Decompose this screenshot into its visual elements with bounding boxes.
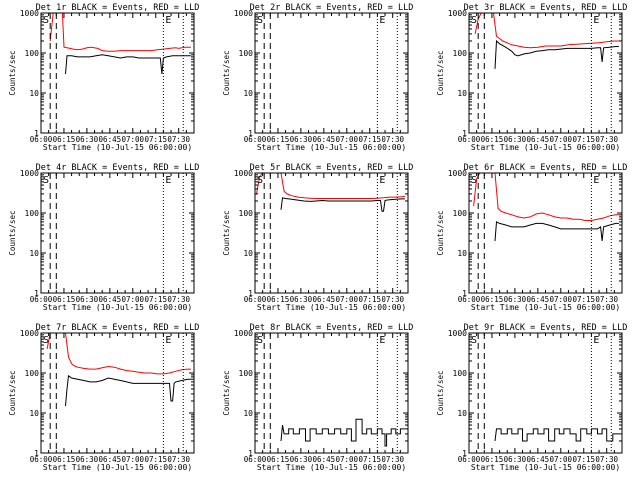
y-tick-label: 10 [29,249,39,258]
detector-panel-7: Det 7r BLACK = Events, RED = LLD S E 1 10 100… [8,323,199,472]
detector-panel-3: Det 3r BLACK = Events, RED = LLDS E110100… [436,3,627,152]
y-tick-label: 10 [243,89,253,98]
x-axis-label: Start Time (10-Jul-15 06:00:00) [43,143,192,152]
y-tick-label: 10 [243,249,253,258]
detector-panel-2: Det 2r BLACK = Events, RED = LLDS E110100… [222,3,413,152]
y-axis-label: Counts/sec [436,50,445,95]
plot-frame [255,173,408,293]
y-tick-label: 100 [453,209,468,218]
detector-panel-1: Det 1r BLACK = Events, RED = LLDS E110100… [8,3,199,152]
panel-title: Det 9r BLACK = Events, RED = LLD [464,323,628,333]
event-rate-line [495,429,619,441]
x-axis-label: Start Time (10-Jul-15 06:00:00) [43,303,192,312]
y-axis-label: Counts/sec [8,210,17,255]
panel-title: Det 2r BLACK = Events, RED = LLD [250,3,414,13]
x-axis-label: Start Time (10-Jul-15 06:00:00) [471,303,620,312]
x-axis-label: Start Time (10-Jul-15 06:00:00) [257,303,406,312]
end-label: E [593,335,599,346]
detector-panel-9: Det 9r BLACK = Events, RED = LLD S E 1 10 100… [436,323,627,472]
y-tick-label: 10 [457,409,467,418]
y-tick-label: 1000 [20,169,39,178]
y-tick-label: 100 [453,49,468,58]
y-tick-label: 1000 [448,169,467,178]
y-axis-label: Counts/sec [8,370,17,415]
y-tick-label: 100 [25,209,40,218]
y-tick-label: 100 [25,369,40,378]
y-axis-label: Counts/sec [436,370,445,415]
end-label: E [379,335,385,346]
y-tick-label: 10 [243,409,253,418]
x-axis-label: Start Time (10-Jul-15 06:00:00) [471,463,620,472]
end-label: E [165,335,171,346]
event-rate-line [66,55,191,74]
plot-frame [41,173,194,293]
event-rate-line [281,198,405,212]
y-axis-label: Counts/sec [222,370,231,415]
y-tick-label: 1000 [448,9,467,18]
y-axis-label: Counts/sec [436,210,445,255]
y-tick-label: 100 [25,49,40,58]
y-tick-label: 1000 [234,169,253,178]
plot-frame [469,13,622,133]
x-axis-label: Start Time (10-Jul-15 06:00:00) [257,143,406,152]
x-axis-label: Start Time (10-Jul-15 06:00:00) [43,463,192,472]
event-rate-line [66,376,191,406]
end-label: E [165,15,171,26]
y-axis-label: Counts/sec [8,50,17,95]
panel-title: Det 3r BLACK = Events, RED = LLD [464,3,628,13]
panel-title: Det 4r BLACK = Events, RED = LLD [36,163,200,173]
y-tick-label: 10 [457,89,467,98]
y-tick-label: 100 [239,209,254,218]
y-tick-label: 100 [453,369,468,378]
detector-panel-5: Det 5r BLACK = Events, RED = LLDS E110100… [222,163,413,312]
y-tick-label: 1000 [234,9,253,18]
y-tick-label: 1000 [20,9,39,18]
panel-title: Det 7r BLACK = Events, RED = LLD [36,323,200,333]
detector-panel-6: Det 6r BLACK = Events, RED = LLD S E 1 10 100… [436,163,627,312]
end-label: E [593,15,599,26]
end-label: E [379,175,385,186]
panel-title: Det 6r BLACK = Events, RED = LLD [464,163,628,173]
y-tick-label: 1000 [20,329,39,338]
panel-title: Det 5r BLACK = Events, RED = LLD [250,163,414,173]
y-axis-label: Counts/sec [222,210,231,255]
y-tick-label: 1000 [234,329,253,338]
y-tick-label: 10 [457,249,467,258]
plot-frame [41,13,194,133]
x-axis-label: Start Time (10-Jul-15 06:00:00) [471,143,620,152]
plot-frame [255,13,408,133]
y-tick-label: 100 [239,369,254,378]
plot-frame [469,173,622,293]
y-axis-label: Counts/sec [222,50,231,95]
plot-frame [41,333,194,453]
y-tick-label: 10 [29,409,39,418]
y-tick-label: 1000 [448,329,467,338]
panel-title: Det 1r BLACK = Events, RED = LLD [36,3,200,13]
end-label: E [379,15,385,26]
detector-panel-4: Det 4r BLACK = Events, RED = LLDS E110100… [8,163,199,312]
y-tick-label: 100 [239,49,254,58]
panel-title: Det 8r BLACK = Events, RED = LLD [250,323,414,333]
y-tick-label: 10 [29,89,39,98]
detector-panel-8: Det 8r BLACK = Events, RED = LLD S E 1 10 100… [222,323,413,472]
end-label: E [593,175,599,186]
event-rate-line [281,419,405,446]
event-rate-line [495,222,619,241]
x-axis-label: Start Time (10-Jul-15 06:00:00) [257,463,406,472]
end-label: E [165,175,171,186]
plot-frame [469,333,622,453]
